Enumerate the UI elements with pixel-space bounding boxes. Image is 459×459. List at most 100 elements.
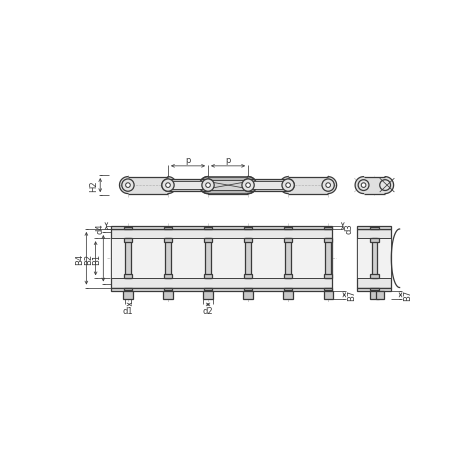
Circle shape [284, 182, 291, 190]
Bar [203, 275, 212, 279]
Text: B2: B2 [84, 253, 93, 264]
Bar [163, 288, 172, 290]
Bar [369, 291, 378, 299]
Bar [363, 177, 384, 194]
Bar [323, 227, 332, 230]
Circle shape [243, 181, 252, 190]
Text: p: p [225, 155, 230, 164]
Circle shape [202, 179, 214, 192]
Bar [357, 288, 391, 291]
Text: B4: B4 [75, 253, 84, 264]
Bar [283, 239, 292, 242]
Text: d3: d3 [344, 223, 353, 233]
Circle shape [279, 177, 296, 194]
Bar [203, 288, 212, 290]
Bar [207, 177, 247, 194]
Circle shape [239, 177, 256, 194]
Bar [165, 239, 170, 279]
Circle shape [204, 182, 212, 190]
Bar [283, 227, 292, 230]
Circle shape [165, 184, 170, 188]
Bar [247, 182, 287, 190]
Bar [168, 182, 207, 190]
Circle shape [241, 179, 254, 192]
Text: B7: B7 [402, 290, 411, 301]
Bar [285, 239, 290, 279]
Bar [123, 227, 132, 230]
Text: d2: d2 [202, 306, 213, 315]
Bar [203, 291, 212, 299]
Circle shape [281, 179, 294, 192]
Circle shape [376, 177, 393, 194]
Bar [163, 275, 172, 279]
Bar [323, 291, 332, 299]
Bar [111, 226, 331, 230]
Circle shape [239, 177, 256, 194]
Bar [207, 177, 247, 194]
Circle shape [164, 182, 172, 190]
Bar [111, 239, 331, 279]
Bar [369, 275, 378, 279]
Circle shape [122, 179, 134, 192]
Bar [369, 227, 378, 230]
Bar [243, 291, 252, 299]
Circle shape [319, 177, 336, 194]
Bar [323, 288, 332, 290]
Bar [203, 227, 212, 230]
Bar [375, 291, 383, 299]
Bar [243, 239, 252, 242]
Bar [123, 291, 132, 299]
Circle shape [199, 177, 216, 194]
Bar [243, 288, 252, 290]
Circle shape [285, 184, 290, 188]
Bar [245, 239, 250, 279]
Circle shape [360, 184, 365, 188]
Bar [123, 288, 132, 290]
Bar [357, 226, 391, 230]
Bar [163, 291, 172, 299]
Bar [283, 288, 292, 290]
Bar [357, 239, 391, 279]
Bar [283, 275, 292, 279]
Bar [357, 230, 391, 288]
Bar [125, 239, 130, 279]
Bar [163, 227, 172, 230]
Bar [205, 239, 210, 279]
Circle shape [199, 177, 216, 194]
Bar [323, 275, 332, 279]
Bar [325, 239, 330, 279]
Bar [369, 239, 378, 242]
Circle shape [354, 177, 371, 194]
Circle shape [125, 184, 130, 188]
Circle shape [162, 179, 174, 192]
Text: d1: d1 [123, 306, 133, 315]
Circle shape [162, 179, 174, 192]
Circle shape [205, 184, 210, 188]
Bar [243, 275, 252, 279]
Bar [163, 239, 172, 242]
Bar [123, 275, 132, 279]
Text: B1: B1 [92, 253, 101, 264]
Bar [283, 291, 292, 299]
Text: B7: B7 [346, 290, 355, 301]
Bar [323, 239, 332, 242]
Circle shape [203, 181, 212, 190]
Text: H2: H2 [89, 180, 98, 191]
Circle shape [321, 179, 334, 192]
Circle shape [379, 180, 390, 191]
Bar [287, 177, 327, 194]
Bar [203, 239, 212, 242]
Circle shape [358, 180, 368, 191]
Circle shape [245, 184, 250, 188]
Bar [128, 177, 168, 194]
Circle shape [244, 182, 252, 190]
Text: p: p [185, 155, 190, 164]
Bar [243, 227, 252, 230]
Bar [111, 288, 331, 291]
Circle shape [159, 177, 176, 194]
Bar [207, 181, 247, 190]
Circle shape [202, 179, 214, 192]
Circle shape [241, 179, 254, 192]
Circle shape [281, 179, 294, 192]
Bar [111, 230, 331, 288]
